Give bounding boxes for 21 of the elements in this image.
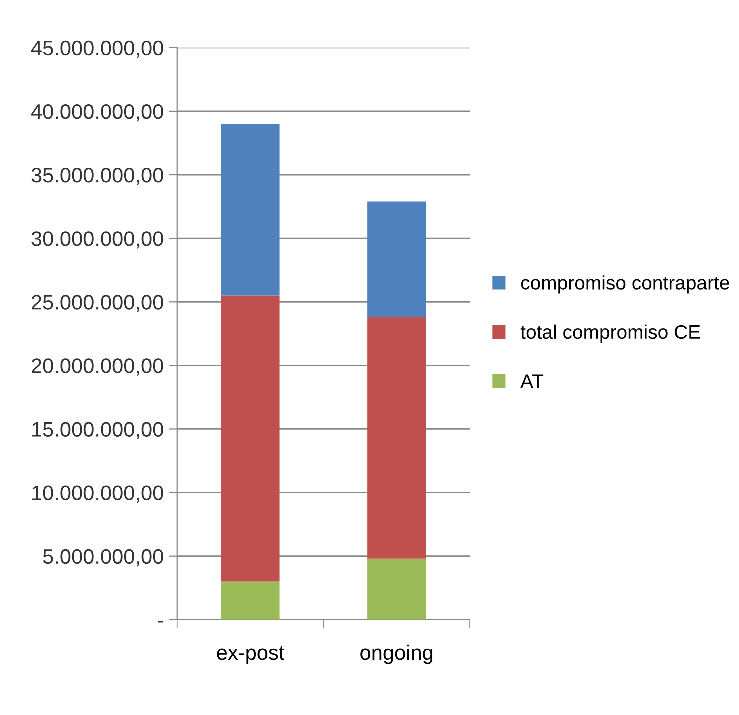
y-tick-label: 5.000.000,00 <box>43 549 164 567</box>
bar <box>368 202 426 318</box>
bar <box>368 558 426 620</box>
legend-label: compromiso contraparte <box>521 276 730 294</box>
y-tick-label: 25.000.000,00 <box>32 295 164 312</box>
legend-label: AT <box>520 374 544 388</box>
y-tick-label: 15.000.000,00 <box>32 422 164 440</box>
y-tick-label: 20.000.000,00 <box>32 358 164 376</box>
y-tick-label: 35.000.000,00 <box>32 168 164 186</box>
y-tick-label: 30.000.000,00 <box>32 232 164 249</box>
bar <box>368 317 426 559</box>
bar <box>221 296 280 582</box>
bar <box>221 582 280 620</box>
x-tick-label: ongoing <box>360 644 433 664</box>
y-tick-label: 45.000.000,00 <box>31 40 164 58</box>
y-tick-label: 40.000.000,00 <box>31 104 164 122</box>
bar <box>221 124 280 296</box>
x-tick-label: ex-post <box>217 646 285 664</box>
y-tick-label: 10.000.000,00 <box>32 486 164 504</box>
legend-label: total compromiso CE <box>520 324 700 343</box>
y-tick-label: - <box>158 621 164 623</box>
